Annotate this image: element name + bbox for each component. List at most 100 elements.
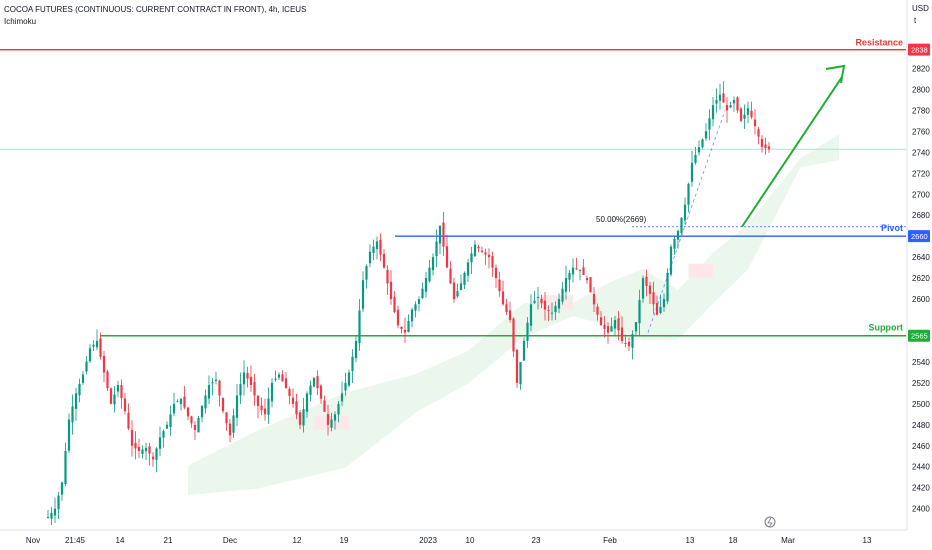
candle [449,261,452,285]
time-tick: 18 [729,536,738,545]
candle [316,370,319,396]
flash-icon [764,516,776,528]
candle-body [127,412,130,429]
candle [428,259,431,283]
candle-body [536,296,540,298]
candle [302,397,305,433]
candle-body [410,309,414,322]
candle-body [606,326,610,333]
candle-body [708,118,711,130]
candle-body [739,108,743,121]
indicator-name[interactable]: Ichimoku [4,17,37,26]
candle-body [235,395,239,418]
projection-arrow-head [825,64,846,84]
candle-body [99,338,102,357]
price-badge[interactable] [908,329,930,342]
candle-body [274,378,277,380]
candle-body [729,105,732,108]
time-tick: 21 [164,536,173,545]
candle [627,337,631,352]
candle-body [498,279,501,292]
candle [578,269,582,281]
candle [610,317,613,332]
candle [508,301,512,323]
candle [459,274,463,291]
candle [277,372,281,381]
candle-body [501,291,505,305]
candle-body [74,393,78,409]
price-axis[interactable]: USD t 2820 2800 2780 2760 2740 2720 2700 2680 2640… [906,0,930,530]
price-badge-text: 2660 [911,232,928,241]
candle-body [50,512,53,519]
time-tick: Nov [26,536,40,545]
candle [281,370,284,382]
fib-label: 50.00%(2669) [596,215,647,224]
candle-body [60,482,64,495]
candle-body [760,139,764,148]
candles [46,81,771,526]
price-badge[interactable] [908,230,930,243]
candle [200,404,204,423]
candle-body [85,361,88,372]
price-levels [0,48,906,337]
candle [242,360,246,396]
candle-body [603,324,606,329]
candle [697,140,701,156]
candle-body [204,395,207,409]
candle-body [648,285,652,294]
candle-body [67,419,71,451]
candle [557,293,561,314]
candle-body [186,407,190,417]
time-axis[interactable]: Nov 21:45 14 21 Dec 12 19 2023 10 23 Feb 13 18 Mar 13 [0,529,907,545]
candle [473,240,477,258]
candle [753,109,757,135]
price-badge[interactable] [908,43,930,56]
candle-body [372,246,375,253]
candle [732,96,736,112]
candle-body [319,385,323,399]
candle [81,370,85,386]
candle-body [473,244,477,257]
candle [494,264,498,288]
price-tick: 2680 [912,211,930,220]
candle-body [375,241,379,250]
candle-body [263,408,267,415]
candle [711,96,715,127]
candle [599,311,603,326]
candle-body [494,267,498,279]
candle-body [725,105,729,111]
candle [295,393,298,420]
candle [718,83,722,110]
candle-body [148,446,151,454]
candle [564,265,568,300]
candle-body [102,356,106,373]
candle [155,447,158,473]
candle-body [151,456,155,460]
candle-body [764,144,767,149]
candle [739,106,743,123]
candle-body [757,129,760,137]
candle [130,420,134,457]
candle [67,413,71,453]
candle-body [270,382,274,402]
candle [729,101,732,109]
candle-body [344,382,347,391]
candle-body [452,282,456,300]
candle [687,182,690,213]
time-tick: 10 [466,536,475,545]
candle-body [515,349,519,383]
cloud-band-bearish [688,263,713,278]
candle [179,398,183,411]
candle [491,251,494,277]
candle [634,322,638,336]
candle-body [645,276,648,286]
candle [88,344,92,364]
candle [312,377,316,388]
price-tick: 2700 [912,190,930,199]
candle-body [431,257,435,271]
candle-body [246,372,249,379]
candle [501,280,505,306]
candle-body [281,374,284,382]
candle-body [232,415,235,433]
